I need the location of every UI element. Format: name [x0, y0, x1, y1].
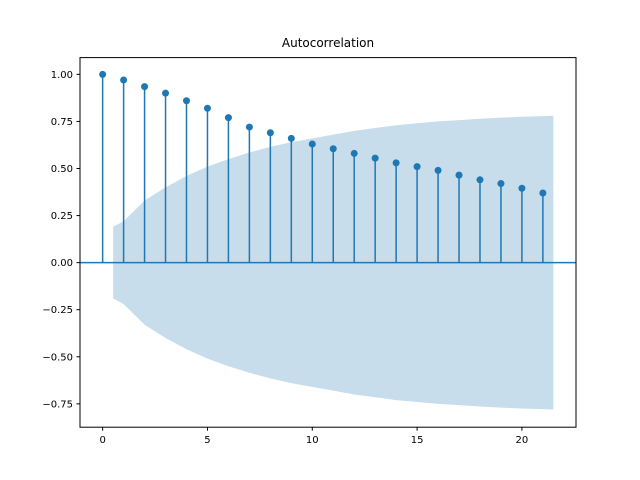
data-point-marker	[182, 97, 190, 105]
data-point-marker	[455, 171, 463, 179]
y-tick-label: −0.50	[42, 352, 73, 363]
data-point-marker	[434, 166, 442, 174]
data-point-marker	[224, 114, 232, 122]
data-point-marker	[162, 89, 170, 97]
data-point-marker	[392, 159, 400, 167]
data-point-marker	[329, 145, 337, 153]
x-tick-label: 0	[99, 435, 105, 446]
y-tick-label: 0.00	[51, 258, 73, 269]
x-tick-label: 5	[204, 435, 210, 446]
data-point-marker	[308, 140, 316, 148]
data-point-marker	[518, 184, 526, 192]
axis-layer: 0 5 10 15 20 1.00 0.75 0.50 0.25 0.00 −0.25 −0.50 −0…	[42, 57, 577, 446]
y-tick-label: 1.00	[51, 70, 73, 81]
data-point-marker	[287, 134, 295, 142]
data-point-marker	[476, 176, 484, 184]
y-tick-label: −0.25	[42, 305, 73, 316]
data-point-marker	[99, 70, 107, 78]
chart-title: Autocorrelation	[282, 36, 374, 50]
x-tick-label: 10	[306, 435, 319, 446]
data-point-marker	[413, 163, 421, 171]
data-point-marker	[497, 180, 505, 188]
data-point-marker	[371, 154, 379, 162]
data-point-marker	[350, 149, 358, 157]
data-point-marker	[245, 123, 253, 131]
stem-layer	[80, 70, 576, 264]
data-point-marker	[203, 104, 211, 112]
y-tick-label: 0.25	[51, 211, 73, 222]
y-tick-label: 0.50	[51, 164, 73, 175]
data-point-marker	[539, 189, 547, 197]
data-point-marker	[141, 83, 149, 91]
plot-frame	[79, 57, 577, 428]
data-point-marker	[120, 76, 128, 84]
x-tick-label: 15	[411, 435, 424, 446]
y-tick-label: −0.75	[42, 399, 73, 410]
x-tick-label: 20	[516, 435, 529, 446]
data-point-marker	[266, 129, 274, 137]
y-tick-label: 0.75	[51, 117, 73, 128]
